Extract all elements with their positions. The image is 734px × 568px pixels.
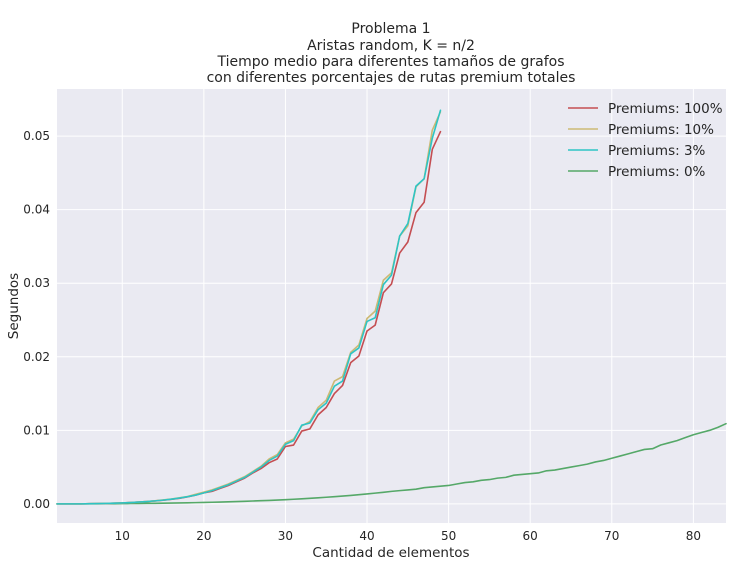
legend-entry-label: Premiums: 100%	[608, 101, 723, 117]
series-lines	[56, 109, 727, 505]
x-tick-label: 20	[196, 529, 211, 543]
y-tick-label: 0.02	[23, 350, 50, 364]
x-tick-label: 80	[686, 529, 701, 543]
y-tick-label: 0.05	[23, 129, 50, 143]
chart-title-line-4: con diferentes porcentajes de rutas prem…	[207, 70, 576, 86]
legend-entry-label: Premiums: 0%	[608, 164, 706, 180]
legend-entry-label: Premiums: 10%	[608, 122, 714, 138]
x-tick-label: 70	[604, 529, 619, 543]
x-tick-label: 30	[278, 529, 293, 543]
y-tick-label: 0.00	[23, 497, 50, 511]
y-axis-label: Segundos	[6, 273, 22, 339]
y-tick-label: 0.03	[23, 276, 50, 290]
y-tick-labels: 0.00 0.01 0.02 0.03 0.04 0.05	[23, 129, 50, 511]
series-line-2	[56, 109, 442, 505]
x-gridlines	[121, 89, 694, 523]
y-tick-label: 0.04	[23, 203, 50, 217]
chart-title: Problema 1 Aristas random, K = n/2 Tiemp…	[207, 21, 576, 86]
series-line-3	[56, 422, 727, 505]
x-tick-label: 40	[359, 529, 374, 543]
x-axis-label: Cantidad de elementos	[312, 545, 469, 561]
chart-title-line-2: Aristas random, K = n/2	[307, 38, 475, 54]
x-tick-label: 10	[115, 529, 130, 543]
plot-area	[57, 89, 726, 523]
y-tick-label: 0.01	[23, 423, 50, 437]
x-tick-label: 50	[441, 529, 456, 543]
chart-title-line-1: Problema 1	[351, 21, 430, 37]
legend-entry-label: Premiums: 3%	[608, 143, 706, 159]
legend: Premiums: 100% Premiums: 10% Premiums: 3% P…	[568, 101, 723, 180]
x-tick-label: 60	[523, 529, 538, 543]
x-tick-labels: 10 20 30 40 50 60 70 80	[115, 529, 701, 543]
chart-title-line-3: Tiempo medio para diferentes tamaños de …	[217, 54, 565, 70]
